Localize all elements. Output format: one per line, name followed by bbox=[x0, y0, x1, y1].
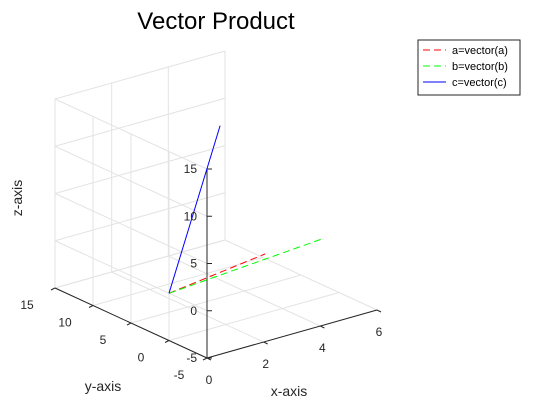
z-tick-label: 10 bbox=[184, 209, 198, 223]
z-tick-label: 0 bbox=[190, 304, 197, 318]
x-tick-label: 6 bbox=[376, 325, 383, 339]
x-tick-label: 4 bbox=[319, 341, 326, 355]
x-tick-label: 2 bbox=[262, 357, 269, 371]
x-tick-mark bbox=[320, 325, 325, 329]
y-tick-mark bbox=[164, 340, 170, 343]
x-tick-label: 0 bbox=[206, 373, 213, 387]
legend-entry-label: b=vector(b) bbox=[452, 61, 508, 73]
z-tick-label: -5 bbox=[186, 351, 197, 365]
y-tick-mark bbox=[50, 287, 56, 291]
x-axis-label: x-axis bbox=[271, 383, 308, 399]
axes bbox=[50, 168, 382, 361]
series-line-3 bbox=[168, 125, 221, 294]
legend: a=vector(a) b=vector(b) c=vector(c) bbox=[417, 39, 521, 96]
x-tick-mark bbox=[263, 341, 268, 345]
grid-line bbox=[54, 240, 208, 312]
grid-line bbox=[54, 97, 226, 147]
grid-line bbox=[54, 50, 226, 100]
tick-labels: 0 2 4 6 -5 0 5 10 15 -5 0 5 10 15 bbox=[20, 162, 382, 387]
y-tick-mark bbox=[88, 305, 94, 308]
grid-line bbox=[54, 98, 208, 170]
y-tick-label: 10 bbox=[58, 316, 72, 330]
y-tick-label: 5 bbox=[100, 333, 107, 347]
grid-line bbox=[54, 192, 226, 242]
legend-entry-label: a=vector(a) bbox=[452, 45, 508, 57]
data-series bbox=[168, 125, 324, 294]
y-tick-mark bbox=[202, 357, 208, 361]
series-line-1 bbox=[168, 253, 266, 294]
y-tick-label: 0 bbox=[138, 351, 145, 365]
y-tick-label: 15 bbox=[20, 298, 34, 312]
grid-line bbox=[54, 145, 208, 217]
z-tick-label: 5 bbox=[190, 257, 197, 271]
x-axis-line bbox=[206, 309, 378, 359]
x-tick-mark bbox=[376, 309, 382, 313]
grid-line bbox=[92, 257, 264, 306]
legend-entry-label: c=vector(c) bbox=[452, 77, 507, 89]
grid-line bbox=[168, 292, 340, 341]
grid-lines bbox=[54, 50, 378, 359]
legend-box bbox=[417, 39, 521, 96]
grid-line bbox=[130, 274, 302, 324]
y-axis-label: y-axis bbox=[85, 378, 122, 394]
z-axis-label: z-axis bbox=[9, 180, 25, 217]
chart-title: Vector Product bbox=[137, 8, 295, 35]
y-tick-mark bbox=[126, 322, 132, 326]
grid-line bbox=[54, 145, 226, 194]
z-tick-label: 15 bbox=[184, 162, 198, 176]
grid-line bbox=[54, 239, 226, 289]
y-tick-label: -5 bbox=[174, 368, 185, 382]
series-line-2 bbox=[168, 237, 324, 294]
